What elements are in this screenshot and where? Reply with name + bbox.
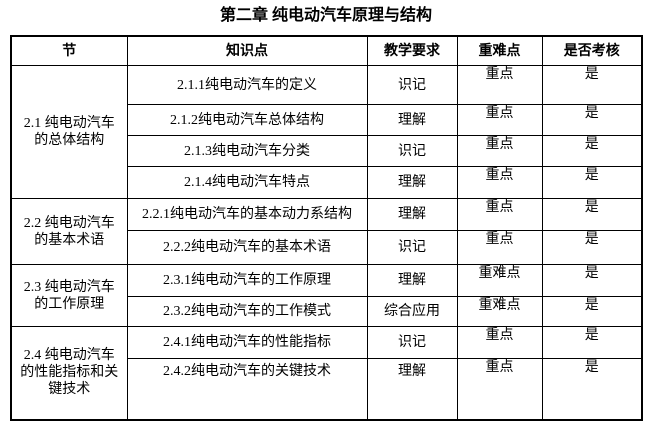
chapter-title: 第二章 纯电动汽车原理与结构 [219, 7, 432, 24]
emphasis-cell: 重点 [456, 326, 543, 359]
assessed-cell: 是 [541, 135, 643, 167]
knowledge-point-cell: 2.4.1纯电动汽车的性能指标 [126, 326, 368, 359]
table-row: 2.1.3纯电动汽车分类 识记 重点是 [11, 135, 643, 167]
knowledge-point-cell: 2.4.2纯电动汽车的关键技术 [126, 358, 368, 420]
knowledge-point-cell: 2.1.3纯电动汽车分类 [126, 135, 368, 167]
col-header-knowledge-point: 知识点 [126, 35, 368, 66]
col-header-assessed: 是否考核 [541, 35, 643, 66]
table-row: 2.4 纯电动汽车 的性能指标和关 键技术 2.4.1纯电动汽车的性能指标 识记 重点… [10, 326, 643, 420]
table-row: 2.2 纯电动汽车 的基本术语 2.2.1纯电动汽车的基本动力系结构 理解 重点是 [10, 198, 643, 265]
assessed-cell: 是 [541, 326, 643, 359]
emphasis-cell: 重点 [456, 65, 543, 105]
col-header-section: 节 [10, 35, 128, 66]
assessed-cell: 是 [541, 264, 643, 297]
col-header-emphasis: 重难点 [456, 35, 543, 66]
assessed-cell: 是 [541, 198, 643, 231]
table-row: 2.3 纯电动汽车 的工作原理 2.3.1纯电动汽车的工作原理 理解 重难点是 [10, 264, 643, 327]
knowledge-point-cell: 2.3.1纯电动汽车的工作原理 [126, 264, 368, 297]
requirement-cell: 识记 [366, 135, 458, 167]
emphasis-cell: 重难点 [456, 264, 543, 297]
knowledge-point-cell: 2.3.2纯电动汽车的工作模式 [126, 296, 368, 327]
requirement-cell: 综合应用 [366, 296, 458, 327]
section-cell: 2.2 纯电动汽车 的基本术语 [10, 198, 128, 265]
knowledge-point-cell: 2.1.1纯电动汽车的定义 [126, 65, 368, 105]
section-cell: 2.3 纯电动汽车 的工作原理 [10, 264, 128, 327]
table-row: 2.3.2纯电动汽车的工作模式 综合应用 重难点是 [11, 296, 643, 327]
assessed-cell: 是 [541, 358, 643, 420]
table-row: 2.1.2纯电动汽车总体结构 理解 重点是 [11, 104, 643, 136]
section-cell: 2.4 纯电动汽车 的性能指标和关 键技术 [10, 326, 128, 420]
emphasis-cell: 重点 [456, 198, 543, 231]
requirement-cell: 识记 [366, 230, 458, 265]
table-body: 2.1 纯电动汽车 的总体结构 2.1.1纯电动汽车的定义 识记 重点是 2.1.2纯电… [10, 65, 643, 420]
requirement-cell: 理解 [366, 104, 458, 136]
emphasis-cell: 重点 [456, 230, 543, 265]
table-row: 2.1.4纯电动汽车特点 理解 重点是 [11, 166, 643, 199]
assessed-cell: 是 [541, 230, 643, 265]
assessed-cell: 是 [541, 65, 643, 105]
col-header-teaching-requirement: 教学要求 [366, 35, 458, 66]
table-row: 2.4.2纯电动汽车的关键技术 理解 重点是 [11, 358, 643, 420]
emphasis-cell: 重点 [456, 104, 543, 136]
emphasis-cell: 重点 [456, 166, 543, 199]
table-row: 2.1 纯电动汽车 的总体结构 2.1.1纯电动汽车的定义 识记 重点是 [10, 65, 643, 199]
emphasis-cell: 重点 [456, 358, 543, 420]
requirement-cell: 识记 [366, 65, 458, 105]
section-cell: 2.1 纯电动汽车 的总体结构 [10, 65, 128, 199]
table-row: 2.2.2纯电动汽车的基本术语 识记 重点是 [11, 230, 643, 265]
assessed-cell: 是 [541, 296, 643, 327]
assessed-cell: 是 [541, 166, 643, 199]
knowledge-point-cell: 2.1.2纯电动汽车总体结构 [126, 104, 368, 136]
requirement-cell: 理解 [366, 166, 458, 199]
requirement-cell: 理解 [366, 264, 458, 297]
requirement-cell: 理解 [366, 198, 458, 231]
emphasis-cell: 重难点 [456, 296, 543, 327]
syllabus-table: 节 知识点 教学要求 重难点 是否考核 2.1 纯电动汽车 的总体结构 2.1.1… [10, 35, 643, 421]
requirement-cell: 识记 [366, 326, 458, 359]
knowledge-point-cell: 2.2.1纯电动汽车的基本动力系结构 [126, 198, 368, 231]
assessed-cell: 是 [541, 104, 643, 136]
requirement-cell: 理解 [366, 358, 458, 420]
knowledge-point-cell: 2.1.4纯电动汽车特点 [126, 166, 368, 199]
knowledge-point-cell: 2.2.2纯电动汽车的基本术语 [126, 230, 368, 265]
header-row: 节 知识点 教学要求 重难点 是否考核 [10, 35, 643, 66]
emphasis-cell: 重点 [456, 135, 543, 167]
